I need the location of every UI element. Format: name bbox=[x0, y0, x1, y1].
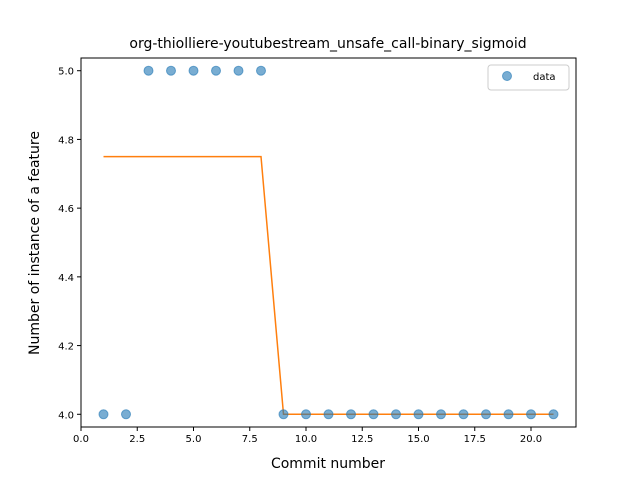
data-point bbox=[233, 65, 244, 76]
x-tick-label: 0.0 bbox=[73, 434, 89, 445]
data-point bbox=[98, 409, 109, 420]
y-tick-label: 4.8 bbox=[58, 135, 74, 146]
legend: data bbox=[487, 64, 570, 91]
data-point bbox=[143, 65, 154, 76]
plot-area bbox=[80, 57, 577, 428]
x-tick-label: 2.5 bbox=[129, 434, 145, 445]
chart-title: org-thiolliere-youtubestream_unsafe_call… bbox=[129, 36, 526, 52]
y-tick-label: 4.6 bbox=[58, 204, 74, 215]
y-axis: 4.0 4.2 4.4 4.6 4.8 5.0 bbox=[58, 67, 81, 421]
data-point bbox=[166, 65, 176, 76]
data-point bbox=[548, 409, 559, 420]
data-point bbox=[391, 409, 401, 420]
x-tick-label: 12.5 bbox=[351, 434, 373, 445]
data-point bbox=[121, 409, 131, 420]
data-point bbox=[188, 65, 199, 76]
data-point bbox=[413, 409, 424, 420]
data-point bbox=[368, 409, 379, 420]
legend-label-data: data bbox=[533, 72, 556, 83]
data-point bbox=[436, 409, 446, 420]
x-tick-label: 20.0 bbox=[520, 434, 542, 445]
y-tick-label: 5.0 bbox=[58, 67, 74, 78]
x-tick-label: 15.0 bbox=[407, 434, 429, 445]
x-axis-label: Commit number bbox=[271, 456, 385, 472]
data-point bbox=[458, 409, 469, 420]
x-tick-label: 5.0 bbox=[186, 434, 202, 445]
data-point bbox=[256, 65, 266, 76]
data-point bbox=[301, 409, 311, 420]
x-tick-label: 10.0 bbox=[295, 434, 317, 445]
legend-marker-data bbox=[502, 71, 512, 81]
x-axis: 0.0 2.5 5.0 7.5 10.0 12.5 15.0 17.5 20.0 bbox=[73, 427, 542, 445]
data-point bbox=[278, 409, 289, 420]
axes-frame bbox=[80, 57, 577, 428]
data-point bbox=[481, 409, 491, 420]
y-tick-label: 4.2 bbox=[58, 342, 74, 353]
y-tick-label: 4.4 bbox=[58, 273, 74, 284]
data-point bbox=[503, 409, 514, 420]
data-point bbox=[526, 409, 536, 420]
y-tick-label: 4.0 bbox=[58, 410, 74, 421]
x-tick-label: 17.5 bbox=[464, 434, 486, 445]
x-tick-label: 7.5 bbox=[242, 434, 258, 445]
y-axis-label: Number of instance of a feature bbox=[27, 131, 43, 355]
data-point bbox=[211, 65, 221, 76]
legend-box bbox=[487, 64, 570, 91]
data-point bbox=[323, 409, 334, 420]
data-point bbox=[346, 409, 356, 420]
